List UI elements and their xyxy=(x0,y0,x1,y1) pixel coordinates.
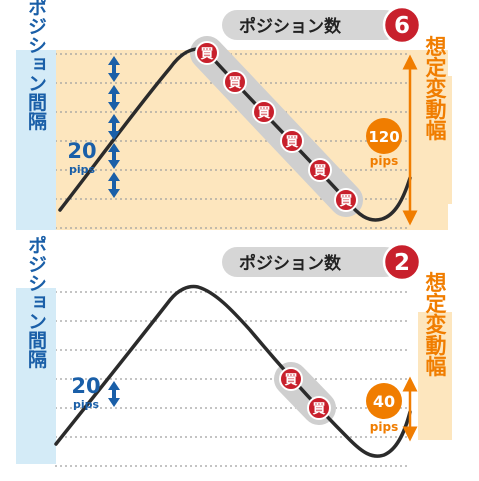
top-fluctuation-value: 120 xyxy=(368,128,399,146)
bottom-interval-label-box xyxy=(16,288,56,464)
top-interval-arrow xyxy=(108,56,120,82)
svg-text:買: 買 xyxy=(285,135,298,150)
bottom-position-count-badge xyxy=(382,242,422,282)
bottom-fluctuation-label: 想定変動幅 xyxy=(423,272,447,378)
top-buy-marker: 買 xyxy=(252,100,276,124)
bottom-fluctuation-label-box xyxy=(418,312,452,440)
bottom-position-count: 2 xyxy=(394,250,410,276)
top-position-count-badge xyxy=(382,5,422,45)
bottom-position-count-pill xyxy=(222,247,400,277)
top-interval-arrow xyxy=(108,172,120,198)
top-position-count-pill xyxy=(222,10,400,40)
top-position-count: 6 xyxy=(394,13,410,39)
top-panel: ポジション間隔 20 pips 買 買 買 xyxy=(16,0,452,230)
bottom-fluctuation-value: 40 xyxy=(373,392,395,411)
top-price-curve xyxy=(58,47,412,222)
bottom-grid-lines xyxy=(55,291,410,467)
top-interval-label-box xyxy=(16,50,56,230)
top-buy-marker: 買 xyxy=(223,70,247,94)
bottom-fluctuation-circle xyxy=(366,383,402,419)
top-interval-arrow xyxy=(108,85,120,111)
bottom-interval-value: 20 xyxy=(71,374,100,398)
bottom-position-count-label: ポジション数 xyxy=(239,253,342,274)
svg-text:買: 買 xyxy=(313,164,326,179)
bottom-interval-unit: pips xyxy=(73,398,100,411)
bottom-interval-arrow xyxy=(108,381,120,407)
top-interval-value: 20 xyxy=(67,139,96,163)
top-fluctuation-label: 想定変動幅 xyxy=(423,36,447,142)
svg-text:買: 買 xyxy=(200,47,213,62)
top-buy-marker: 買 xyxy=(334,188,358,212)
bottom-fluctuation-unit: pips xyxy=(370,420,398,434)
top-fluctuation-label-box xyxy=(418,76,452,204)
bottom-buy-marker: 買 xyxy=(307,396,331,420)
bottom-panel: ポジション間隔 20 pips 買 買 40 pips 想定変動幅 xyxy=(16,234,452,467)
top-fluctuation-circle xyxy=(366,118,402,154)
top-position-count-label: ポジション数 xyxy=(239,16,342,37)
top-buy-markers: 買 買 買 買 買 買 xyxy=(195,41,358,212)
top-interval-arrow xyxy=(108,143,120,169)
svg-text:買: 買 xyxy=(284,373,297,388)
top-buy-marker: 買 xyxy=(280,129,304,153)
top-buy-marker: 買 xyxy=(308,158,332,182)
top-interval-unit: pips xyxy=(69,163,96,176)
svg-text:買: 買 xyxy=(228,76,241,91)
bottom-buy-marker: 買 xyxy=(279,367,303,391)
top-interval-label: ポジション間隔 xyxy=(25,0,47,131)
top-interval-arrow xyxy=(108,114,120,140)
svg-text:買: 買 xyxy=(339,194,352,209)
bottom-buy-markers: 買 買 xyxy=(279,367,331,420)
svg-text:買: 買 xyxy=(257,106,270,121)
bottom-interval-label: ポジション間隔 xyxy=(25,234,47,369)
top-fluctuation-unit: pips xyxy=(370,154,398,168)
top-interval-arrows xyxy=(108,56,120,198)
bottom-price-curve xyxy=(54,284,412,458)
top-buy-marker: 買 xyxy=(195,41,219,65)
svg-text:買: 買 xyxy=(312,402,325,417)
